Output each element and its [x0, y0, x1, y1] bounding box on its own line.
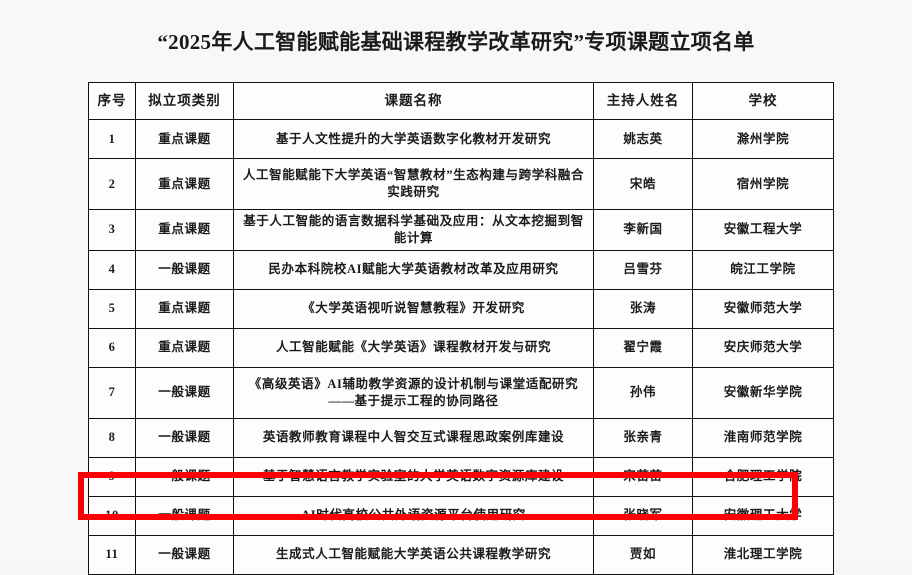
- cell-category: 一般课题: [135, 495, 234, 536]
- cell-school: 安徽师范大学: [692, 288, 834, 329]
- cell-holder: 孙伟: [593, 366, 693, 419]
- column-header-school: 学校: [692, 82, 834, 120]
- cell-project-title: 英语教师教育课程中人智交互式课程思政案例库建设: [233, 417, 594, 458]
- table-row-highlighted: 11 一般课题 生成式人工智能赋能大学英语公共课程教学研究 贾如 淮北理工学院: [88, 534, 834, 575]
- cell-index: 5: [88, 288, 136, 329]
- cell-project-title: 《高级英语》AI辅助教学资源的设计机制与课堂适配研究——基于提示工程的协同路径: [233, 366, 594, 419]
- document-page: “2025年人工智能赋能基础课程教学改革研究”专项课题立项名单 序号 拟立项类别…: [78, 30, 834, 575]
- cell-index: 7: [88, 366, 136, 419]
- cell-project-title: 民办本科院校AI赋能大学英语教材改革及应用研究: [233, 249, 594, 290]
- cell-holder: 宋苗苗: [593, 456, 693, 497]
- table-row: 3 重点课题 基于人工智能的语言数据科学基础及应用：从文本挖掘到智能计算 李新国…: [88, 209, 834, 251]
- cell-holder: 宋皓: [593, 158, 693, 210]
- cell-category: 一般课题: [135, 417, 234, 458]
- cell-project-title: 基于人工智能的语言数据科学基础及应用：从文本挖掘到智能计算: [233, 209, 594, 251]
- cell-holder: 姚志英: [593, 119, 693, 159]
- cell-school: 合肥理工学院: [692, 456, 834, 497]
- project-listing-table: 序号 拟立项类别 课题名称 主持人姓名 学校 1 重点课题 基于人文性提升的大学…: [88, 82, 834, 575]
- table-row: 4 一般课题 民办本科院校AI赋能大学英语教材改革及应用研究 吕雪芬 皖江工学院: [88, 249, 834, 290]
- cell-holder: 吕雪芬: [593, 249, 693, 290]
- cell-project-title: 基于智慧语言教学实验室的大学英语数字资源库建设: [233, 456, 594, 497]
- cell-school: 皖江工学院: [692, 249, 834, 290]
- cell-category: 重点课题: [135, 288, 234, 329]
- cell-school: 安庆师范大学: [692, 327, 834, 368]
- table-header-row: 序号 拟立项类别 课题名称 主持人姓名 学校: [88, 82, 834, 120]
- column-header-project-title: 课题名称: [233, 82, 594, 120]
- cell-project-title: 生成式人工智能赋能大学英语公共课程教学研究: [233, 534, 594, 575]
- cell-school: 宿州学院: [692, 158, 834, 210]
- cell-category: 重点课题: [135, 327, 234, 368]
- cell-holder: 贾如: [593, 534, 693, 575]
- cell-school: 淮北理工学院: [692, 534, 834, 575]
- table-row: 9 一般课题 基于智慧语言教学实验室的大学英语数字资源库建设 宋苗苗 合肥理工学…: [88, 456, 834, 497]
- cell-project-title: 人工智能赋能下大学英语“智慧教材”生态构建与跨学科融合实践研究: [233, 158, 594, 210]
- column-header-index: 序号: [88, 82, 136, 120]
- cell-category: 一般课题: [135, 456, 234, 497]
- cell-category: 重点课题: [135, 119, 234, 159]
- page-title: “2025年人工智能赋能基础课程教学改革研究”专项课题立项名单: [157, 30, 755, 54]
- table-row: 8 一般课题 英语教师教育课程中人智交互式课程思政案例库建设 张亲青 淮南师范学…: [88, 417, 834, 458]
- table-header: 序号 拟立项类别 课题名称 主持人姓名 学校: [88, 82, 834, 120]
- cell-holder: 张晓军: [593, 495, 693, 536]
- cell-school: 淮南师范学院: [692, 417, 834, 458]
- cell-index: 11: [88, 534, 136, 575]
- cell-index: 9: [88, 456, 136, 497]
- cell-category: 一般课题: [135, 534, 234, 575]
- cell-category: 重点课题: [135, 209, 234, 251]
- cell-holder: 张亲青: [593, 417, 693, 458]
- cell-school: 滁州学院: [692, 119, 834, 159]
- table-row: 10 一般课题 AI时代高校公共外语资源平台使用研究 张晓军 安徽理工大学: [88, 495, 834, 536]
- cell-project-title: AI时代高校公共外语资源平台使用研究: [233, 495, 594, 536]
- column-header-category: 拟立项类别: [135, 82, 234, 120]
- table-row: 6 重点课题 人工智能赋能《大学英语》课程教材开发与研究 翟宁霞 安庆师范大学: [88, 327, 834, 368]
- cell-index: 1: [88, 119, 136, 159]
- cell-project-title: 人工智能赋能《大学英语》课程教材开发与研究: [233, 327, 594, 368]
- cell-index: 2: [88, 158, 136, 210]
- table-row: 5 重点课题 《大学英语视听说智慧教程》开发研究 张涛 安徽师范大学: [88, 288, 834, 329]
- cell-project-title: 《大学英语视听说智慧教程》开发研究: [233, 288, 594, 329]
- cell-project-title: 基于人文性提升的大学英语数字化教材开发研究: [233, 119, 594, 159]
- cell-category: 一般课题: [135, 249, 234, 290]
- cell-school: 安徽理工大学: [692, 495, 834, 536]
- project-listing-table-container: 序号 拟立项类别 课题名称 主持人姓名 学校 1 重点课题 基于人文性提升的大学…: [88, 82, 834, 575]
- cell-index: 6: [88, 327, 136, 368]
- cell-holder: 翟宁霞: [593, 327, 693, 368]
- table-row: 2 重点课题 人工智能赋能下大学英语“智慧教材”生态构建与跨学科融合实践研究 宋…: [88, 158, 834, 210]
- cell-index: 4: [88, 249, 136, 290]
- column-header-holder: 主持人姓名: [593, 82, 693, 120]
- cell-index: 3: [88, 209, 136, 251]
- table-body: 1 重点课题 基于人文性提升的大学英语数字化教材开发研究 姚志英 滁州学院 2 …: [88, 119, 834, 575]
- cell-category: 一般课题: [135, 366, 234, 419]
- cell-index: 8: [88, 417, 136, 458]
- cell-holder: 张涛: [593, 288, 693, 329]
- cell-school: 安徽新华学院: [692, 366, 834, 419]
- cell-category: 重点课题: [135, 158, 234, 210]
- table-row: 7 一般课题 《高级英语》AI辅助教学资源的设计机制与课堂适配研究——基于提示工…: [88, 366, 834, 419]
- cell-index: 10: [88, 495, 136, 536]
- cell-holder: 李新国: [593, 209, 693, 251]
- table-row: 1 重点课题 基于人文性提升的大学英语数字化教材开发研究 姚志英 滁州学院: [88, 119, 834, 159]
- cell-school: 安徽工程大学: [692, 209, 834, 251]
